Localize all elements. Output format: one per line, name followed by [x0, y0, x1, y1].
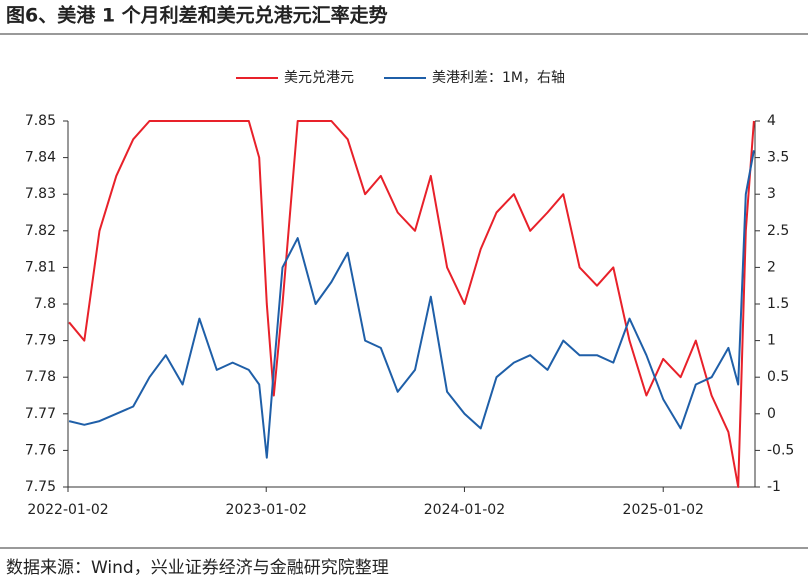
y2-tick-label: 3 [767, 186, 776, 202]
x-tick-label: 2025-01-02 [623, 502, 704, 518]
y-tick-label: 7.82 [25, 223, 56, 239]
y-tick-label: 7.81 [25, 259, 56, 275]
series-line [68, 120, 755, 488]
y-tick-label: 7.85 [25, 113, 56, 129]
legend-label: 美港利差：1M，右轴 [432, 70, 565, 86]
y2-tick-label: 2 [767, 259, 776, 275]
x-tick-label: 2022-01-02 [27, 502, 108, 518]
y-tick-label: 7.79 [25, 333, 56, 349]
y2-tick-label: -1 [767, 479, 781, 495]
y-tick-label: 7.84 [25, 150, 56, 166]
y2-tick-label: 4 [767, 113, 776, 129]
y2-tick-label: -0.5 [767, 442, 794, 458]
chart-title: 图6、美港 1 个月利差和美元兑港元汇率走势 [6, 4, 388, 27]
y-tick-label: 7.75 [25, 479, 56, 495]
y-tick-label: 7.77 [25, 406, 56, 422]
y2-tick-label: 1.5 [767, 296, 789, 312]
y2-tick-label: 0 [767, 406, 776, 422]
y2-tick-label: 0.5 [767, 369, 789, 385]
y-tick-label: 7.8 [34, 296, 56, 312]
y2-tick-label: 2.5 [767, 223, 789, 239]
y-tick-label: 7.78 [25, 369, 56, 385]
series-line [68, 150, 755, 459]
y-tick-label: 7.76 [25, 442, 56, 458]
y2-tick-label: 1 [767, 333, 776, 349]
y-tick-label: 7.83 [25, 186, 56, 202]
legend-label: 美元兑港元 [284, 70, 354, 86]
x-tick-label: 2024-01-02 [424, 502, 505, 518]
source: 数据来源：Wind，兴业证券经济与金融研究院整理 [6, 558, 389, 578]
x-tick-label: 2023-01-02 [226, 502, 307, 518]
y2-tick-label: 3.5 [767, 150, 789, 166]
